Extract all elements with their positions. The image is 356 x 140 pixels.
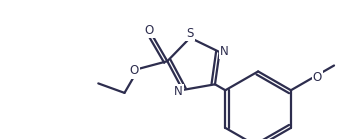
Text: N: N xyxy=(174,85,183,98)
Text: O: O xyxy=(145,24,154,37)
Text: O: O xyxy=(130,64,139,77)
Text: N: N xyxy=(220,45,229,58)
Text: O: O xyxy=(313,71,322,84)
Text: S: S xyxy=(187,27,194,40)
